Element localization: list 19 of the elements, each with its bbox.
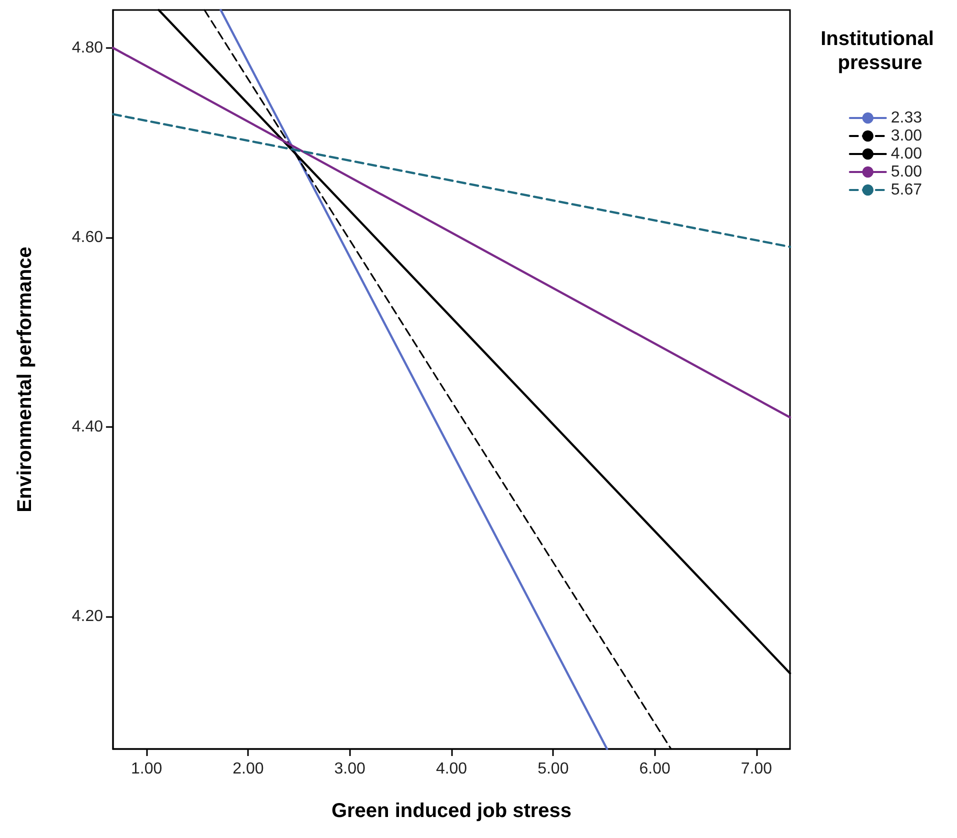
x-tick-label: 4.00 [436, 760, 468, 778]
x-axis-title: Green induced job stress [331, 800, 572, 822]
y-axis-title: Environmental performance [14, 246, 36, 512]
x-tick-label: 5.00 [538, 760, 569, 778]
legend-label: 2.33 [890, 110, 922, 126]
legend-label: 5.00 [890, 164, 922, 180]
x-tick-label: 1.00 [130, 760, 162, 778]
legend-label: 3.00 [890, 128, 922, 144]
y-tick-label: 4.60 [72, 228, 104, 246]
y-tick-label: 4.20 [72, 608, 104, 625]
x-tick-label: 7.00 [740, 760, 772, 778]
legend-title: Institutional pressure [820, 28, 940, 74]
legend-label: 5.67 [890, 182, 922, 198]
x-tick-label: 2.00 [232, 760, 264, 778]
x-tick-label: 3.00 [334, 760, 366, 778]
legend-label: 4.00 [890, 146, 922, 162]
y-tick-label: 4.40 [72, 418, 104, 436]
y-tick-label: 4.80 [72, 39, 104, 56]
x-tick-label: 6.00 [639, 760, 670, 778]
